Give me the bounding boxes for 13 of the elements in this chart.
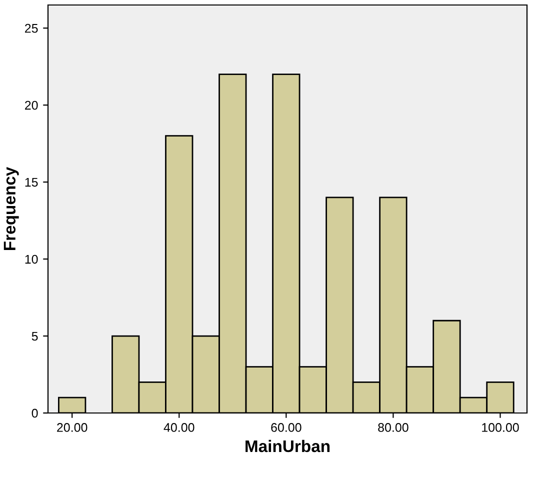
y-tick-label: 5 <box>32 332 38 341</box>
y-tick-label: 15 <box>25 178 38 187</box>
y-tick-label: 25 <box>25 24 38 33</box>
x-tick-label: 100.00 <box>482 423 519 432</box>
y-tick-label: 0 <box>32 408 38 418</box>
x-tick-label: 80.00 <box>378 423 408 432</box>
x-axis-title: MainUrban <box>246 440 330 452</box>
x-tick-label: 60.00 <box>271 423 302 432</box>
y-tick-label: 20 <box>25 100 38 110</box>
x-tick-label: 20.00 <box>57 423 88 432</box>
x-tick-label: 40.00 <box>164 423 194 432</box>
y-tick-label: 10 <box>25 254 38 264</box>
y-axis-title: Frequency <box>4 166 19 250</box>
